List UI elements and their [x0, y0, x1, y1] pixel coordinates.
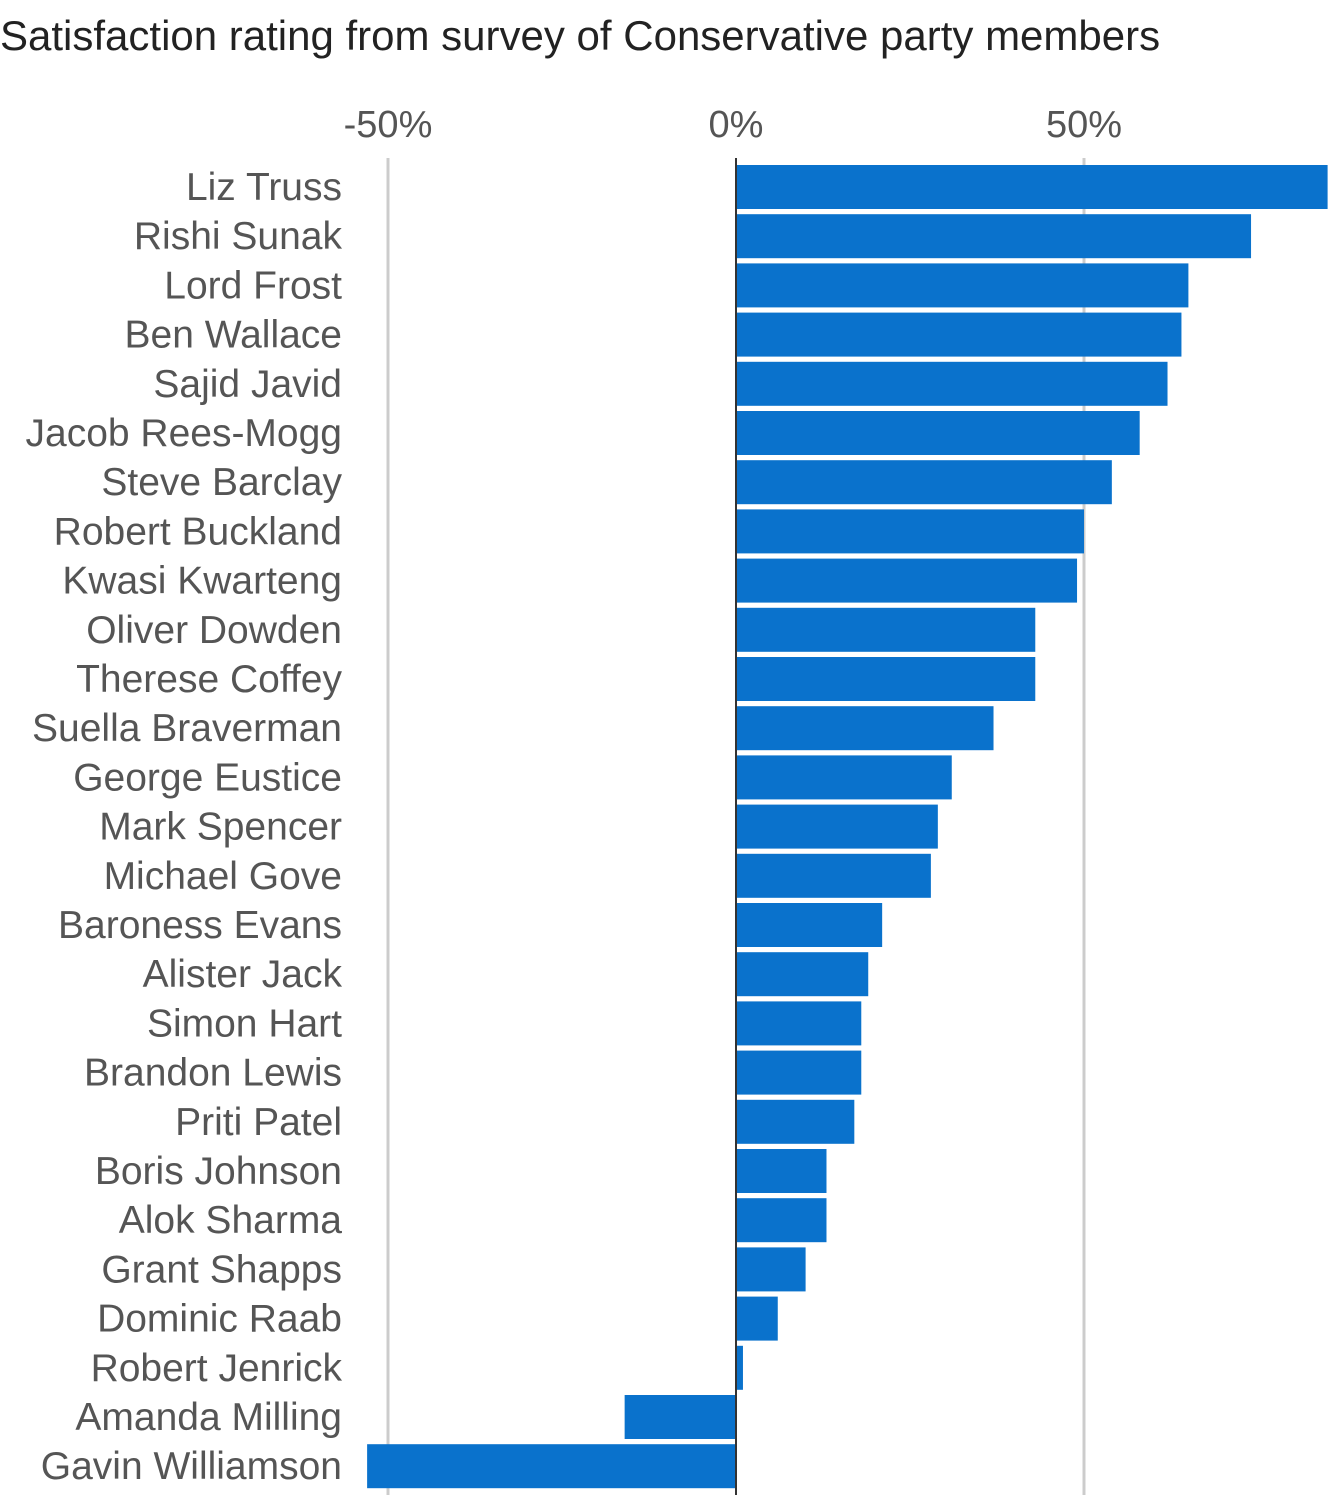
bar [736, 558, 1078, 603]
category-labels: Liz Truss Rishi Sunak Lord Frost Ben Wallac… [26, 166, 343, 1488]
x-tick-label: -50% [344, 104, 433, 146]
category-label: Simon Hart [147, 1002, 342, 1045]
bar [736, 804, 938, 849]
bar [736, 1198, 827, 1243]
category-label: Boris Johnson [95, 1150, 342, 1193]
chart-title: Satisfaction rating from survey of Conse… [0, 12, 1161, 59]
category-label: Jacob Rees-Mogg [26, 412, 343, 455]
bar [736, 509, 1084, 554]
bar [736, 312, 1182, 357]
category-label: Lord Frost [164, 264, 342, 307]
category-label: Oliver Dowden [86, 609, 342, 652]
category-label: Suella Braverman [32, 707, 342, 750]
category-label: Brandon Lewis [84, 1052, 342, 1095]
bar [736, 706, 994, 751]
bar [736, 165, 1328, 209]
bar [736, 755, 952, 800]
x-tick-label: 50% [1046, 104, 1122, 146]
bars [367, 165, 1328, 1489]
category-label: Gavin Williamson [41, 1445, 342, 1488]
bar [736, 1149, 827, 1193]
bar [736, 657, 1036, 701]
category-label: Mark Spencer [99, 806, 342, 849]
bar [736, 214, 1252, 259]
bar [367, 1444, 736, 1489]
category-label: Alister Jack [143, 953, 343, 996]
category-label: Amanda Milling [75, 1396, 342, 1439]
bar [736, 853, 931, 898]
bar [736, 361, 1168, 406]
bar [736, 1099, 855, 1144]
bar [736, 952, 869, 997]
category-label: Michael Gove [104, 855, 342, 898]
category-label: Baroness Evans [58, 904, 342, 947]
bar [736, 1247, 806, 1292]
category-label: Steve Barclay [101, 461, 342, 504]
category-label: George Eustice [73, 756, 342, 799]
x-tick-label: 0% [709, 104, 764, 146]
category-label: Priti Patel [175, 1101, 342, 1144]
category-label: Liz Truss [186, 166, 342, 209]
category-label: Robert Buckland [54, 510, 342, 553]
category-label: Ben Wallace [125, 314, 343, 357]
bar [736, 903, 883, 947]
category-label: Therese Coffey [76, 658, 342, 701]
bar [736, 1296, 778, 1341]
bar [736, 460, 1112, 505]
category-label: Dominic Raab [97, 1298, 342, 1341]
x-axis-ticks: -50% 0% 50% [344, 104, 1122, 146]
category-label: Sajid Javid [153, 363, 342, 406]
bar [736, 411, 1140, 455]
category-label: Grant Shapps [101, 1248, 342, 1291]
bar [736, 263, 1189, 308]
bar [624, 1395, 736, 1439]
bar [736, 1001, 862, 1046]
bar [736, 1050, 862, 1095]
category-label: Robert Jenrick [91, 1347, 343, 1390]
category-label: Kwasi Kwarteng [62, 560, 342, 603]
bar [736, 607, 1036, 652]
category-label: Rishi Sunak [134, 215, 343, 258]
category-label: Alok Sharma [119, 1199, 343, 1242]
bar [736, 1345, 743, 1390]
